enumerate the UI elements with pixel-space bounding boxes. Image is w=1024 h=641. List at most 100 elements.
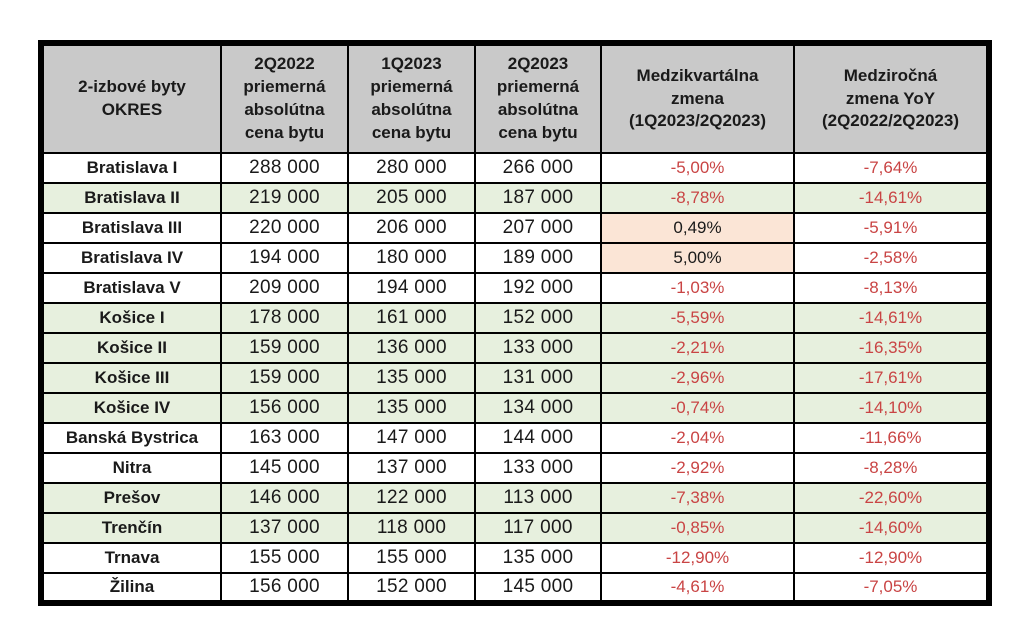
price-2q2022-cell: 159 000 [220, 362, 349, 394]
price-1q2023-cell: 135 000 [347, 392, 476, 424]
table-row: Bratislava I 288 000 280 000 266 000 -5,00% -… [40, 152, 990, 184]
header-yoy-change: Medziročná zmena YoY (2Q2022/2Q2023) [793, 42, 990, 154]
price-1q2023-cell: 194 000 [347, 272, 476, 304]
yoy-change-cell: -14,60% [793, 512, 990, 544]
price-2q2022-cell: 194 000 [220, 242, 349, 274]
yoy-change-cell: -8,28% [793, 452, 990, 484]
yoy-change-cell: -14,61% [793, 182, 990, 214]
qoq-change-cell: -12,90% [600, 542, 795, 574]
qoq-change-cell: -2,92% [600, 452, 795, 484]
price-2q2023-cell: 192 000 [474, 272, 602, 304]
price-2q2023-cell: 135 000 [474, 542, 602, 574]
apartment-prices-table: 2-izbové byty OKRES 2Q2022 priemerná abs… [38, 40, 992, 606]
price-2q2023-cell: 207 000 [474, 212, 602, 244]
yoy-change-cell: -11,66% [793, 422, 990, 454]
qoq-change-cell: -5,59% [600, 302, 795, 334]
yoy-change-cell: -17,61% [793, 362, 990, 394]
price-1q2023-cell: 122 000 [347, 482, 476, 514]
yoy-change-cell: -14,61% [793, 302, 990, 334]
table-row: Košice I 178 000 161 000 152 000 -5,59% -14,6… [40, 302, 990, 334]
yoy-change-cell: -5,91% [793, 212, 990, 244]
table-row: Trnava 155 000 155 000 135 000 -12,90% -12,90… [40, 542, 990, 574]
qoq-change-cell: 5,00% [600, 242, 795, 274]
price-2q2023-cell: 134 000 [474, 392, 602, 424]
header-qoq-change: Medzikvartálna zmena (1Q2023/2Q2023) [600, 42, 795, 154]
table-row: Bratislava III 220 000 206 000 207 000 0,49%… [40, 212, 990, 244]
header-row: 2-izbové byty OKRES 2Q2022 priemerná abs… [40, 42, 990, 154]
yoy-change-cell: -14,10% [793, 392, 990, 424]
price-1q2023-cell: 135 000 [347, 362, 476, 394]
okres-cell: Bratislava I [40, 152, 222, 184]
okres-cell: Bratislava III [40, 212, 222, 244]
price-1q2023-cell: 152 000 [347, 572, 476, 604]
yoy-change-cell: -12,90% [793, 542, 990, 574]
okres-cell: Žilina [40, 572, 222, 604]
table-row: Bratislava V 209 000 194 000 192 000 -1,03% -… [40, 272, 990, 304]
price-2q2022-cell: 159 000 [220, 332, 349, 364]
okres-cell: Bratislava V [40, 272, 222, 304]
header-price-1q2023: 1Q2023 priemerná absolútna cena bytu [347, 42, 476, 154]
price-2q2022-cell: 178 000 [220, 302, 349, 334]
price-2q2022-cell: 220 000 [220, 212, 349, 244]
price-2q2023-cell: 133 000 [474, 452, 602, 484]
qoq-change-cell: -2,04% [600, 422, 795, 454]
okres-cell: Trnava [40, 542, 222, 574]
price-2q2022-cell: 156 000 [220, 392, 349, 424]
price-2q2022-cell: 146 000 [220, 482, 349, 514]
table-row: Banská Bystrica 163 000 147 000 144 000 -2,0… [40, 422, 990, 454]
price-2q2023-cell: 144 000 [474, 422, 602, 454]
price-2q2022-cell: 137 000 [220, 512, 349, 544]
table-row: Košice IV 156 000 135 000 134 000 -0,74% -14,… [40, 392, 990, 424]
qoq-change-cell: -0,85% [600, 512, 795, 544]
qoq-change-cell: -0,74% [600, 392, 795, 424]
yoy-change-cell: -8,13% [793, 272, 990, 304]
price-2q2023-cell: 152 000 [474, 302, 602, 334]
price-2q2023-cell: 117 000 [474, 512, 602, 544]
okres-cell: Košice I [40, 302, 222, 334]
qoq-change-cell: -8,78% [600, 182, 795, 214]
yoy-change-cell: -7,64% [793, 152, 990, 184]
yoy-change-cell: -2,58% [793, 242, 990, 274]
table-row: Košice II 159 000 136 000 133 000 -2,21% -16,… [40, 332, 990, 364]
table-row: Bratislava II 219 000 205 000 187 000 -8,78%… [40, 182, 990, 214]
price-2q2022-cell: 145 000 [220, 452, 349, 484]
price-1q2023-cell: 180 000 [347, 242, 476, 274]
table-body: Bratislava I 288 000 280 000 266 000 -5,00% -… [40, 152, 990, 604]
price-2q2023-cell: 131 000 [474, 362, 602, 394]
qoq-change-cell: 0,49% [600, 212, 795, 244]
price-1q2023-cell: 155 000 [347, 542, 476, 574]
qoq-change-cell: -2,96% [600, 362, 795, 394]
qoq-change-cell: -1,03% [600, 272, 795, 304]
qoq-change-cell: -2,21% [600, 332, 795, 364]
price-2q2023-cell: 266 000 [474, 152, 602, 184]
okres-cell: Banská Bystrica [40, 422, 222, 454]
okres-cell: Nitra [40, 452, 222, 484]
okres-cell: Bratislava IV [40, 242, 222, 274]
okres-cell: Košice II [40, 332, 222, 364]
okres-cell: Košice IV [40, 392, 222, 424]
table-row: Košice III 159 000 135 000 131 000 -2,96% -17… [40, 362, 990, 394]
yoy-change-cell: -7,05% [793, 572, 990, 604]
qoq-change-cell: -5,00% [600, 152, 795, 184]
price-1q2023-cell: 136 000 [347, 332, 476, 364]
price-2q2022-cell: 209 000 [220, 272, 349, 304]
price-1q2023-cell: 280 000 [347, 152, 476, 184]
price-1q2023-cell: 206 000 [347, 212, 476, 244]
okres-cell: Bratislava II [40, 182, 222, 214]
table-row: Trenčín 137 000 118 000 117 000 -0,85% -14,60… [40, 512, 990, 544]
table-row: Prešov 146 000 122 000 113 000 -7,38% -22,60% [40, 482, 990, 514]
price-2q2023-cell: 187 000 [474, 182, 602, 214]
price-1q2023-cell: 161 000 [347, 302, 476, 334]
price-2q2023-cell: 133 000 [474, 332, 602, 364]
price-1q2023-cell: 118 000 [347, 512, 476, 544]
header-okres: 2-izbové byty OKRES [40, 42, 222, 154]
price-2q2022-cell: 219 000 [220, 182, 349, 214]
okres-cell: Prešov [40, 482, 222, 514]
price-2q2022-cell: 156 000 [220, 572, 349, 604]
header-price-2q2023: 2Q2023 priemerná absolútna cena bytu [474, 42, 602, 154]
price-1q2023-cell: 137 000 [347, 452, 476, 484]
yoy-change-cell: -22,60% [793, 482, 990, 514]
table-row: Nitra 145 000 137 000 133 000 -2,92% -8,28% [40, 452, 990, 484]
qoq-change-cell: -7,38% [600, 482, 795, 514]
